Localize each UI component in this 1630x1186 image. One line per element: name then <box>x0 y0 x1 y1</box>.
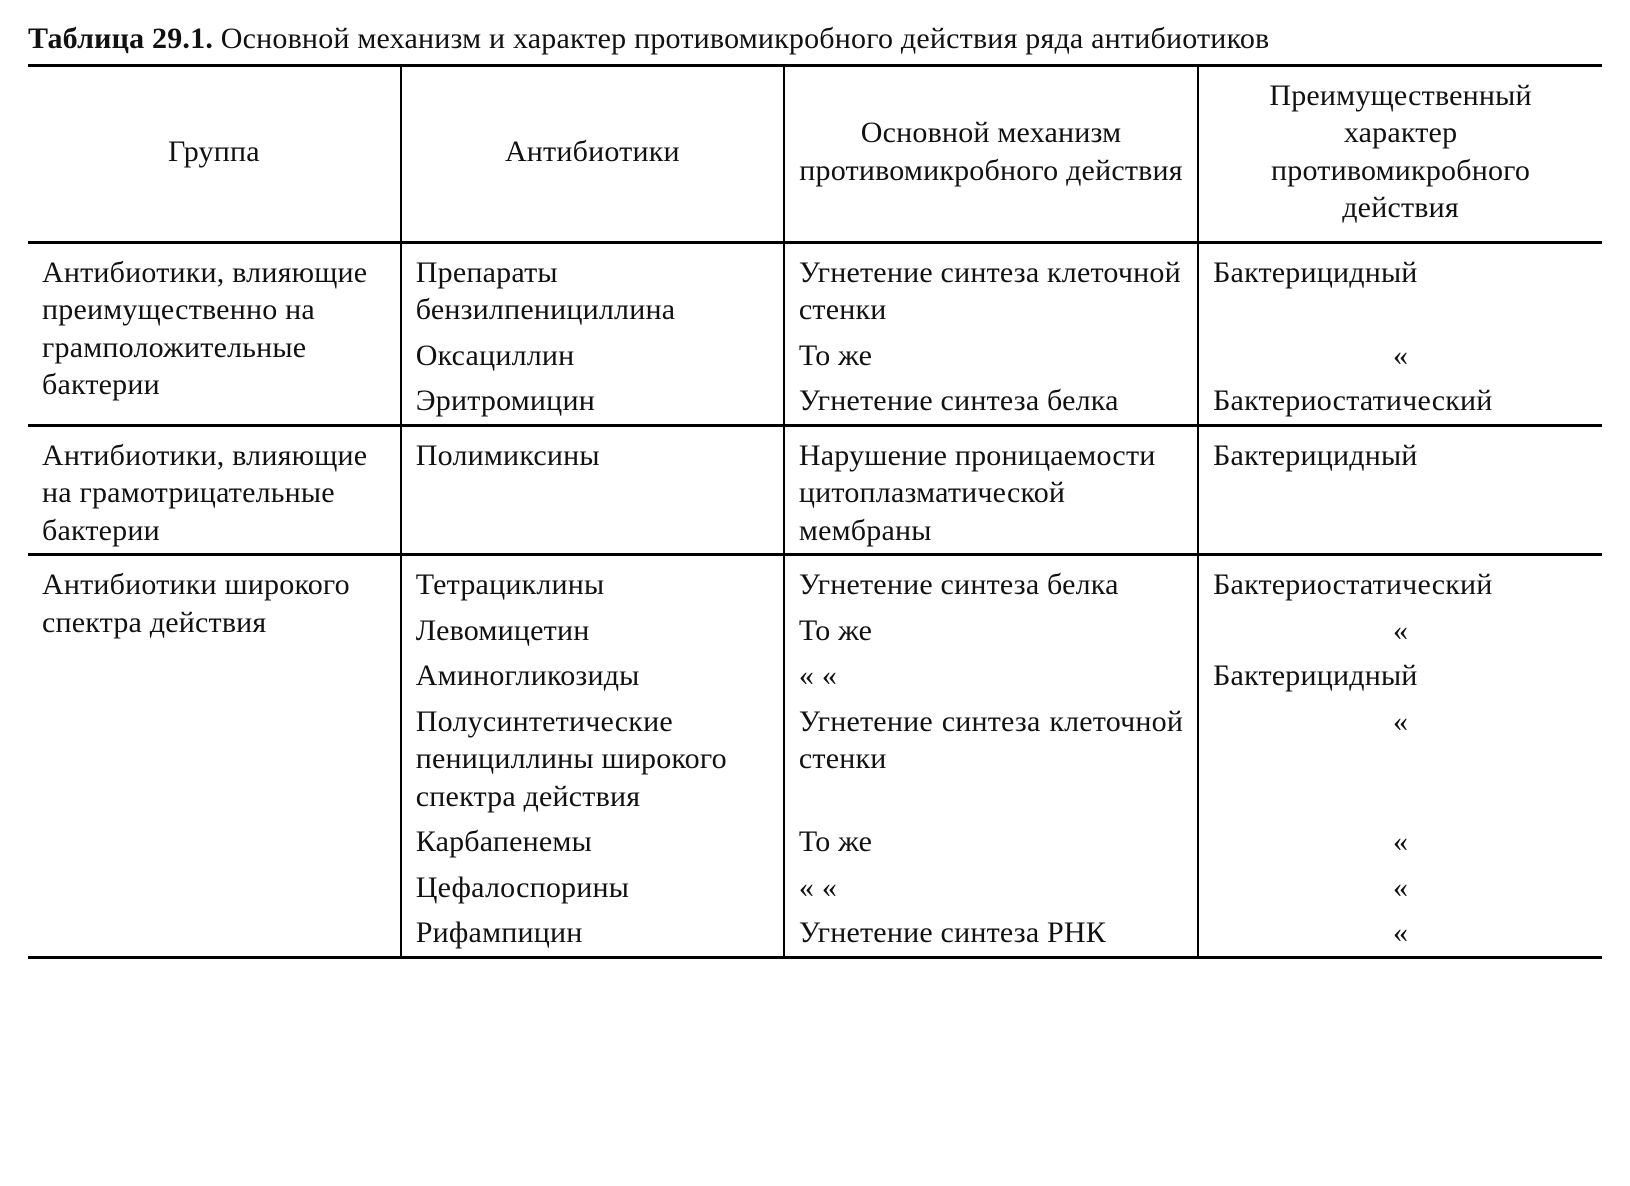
drug-cell: Аминогликозиды <box>401 653 784 699</box>
mechanism-cell: Угнетение синтеза белка <box>784 378 1198 425</box>
drug-cell: Эритромицин <box>401 378 784 425</box>
character-cell: Бактерицидный <box>1198 427 1602 555</box>
drug-cell: Полимиксины <box>401 427 784 555</box>
drug-cell: Рифампицин <box>401 910 784 957</box>
drug-cell: Тетрациклины <box>401 556 784 608</box>
mechanism-cell: Угнетение синтеза белка <box>784 556 1198 608</box>
mechanism-cell: Угнетение синтеза РНК <box>784 910 1198 957</box>
character-cell: « <box>1198 333 1602 379</box>
character-cell: « <box>1198 819 1602 865</box>
table-header-row: Группа Антибиотики Основной механизм про… <box>28 67 1602 243</box>
caption-text: Основной механизм и характер противомикр… <box>221 22 1270 55</box>
caption-label: Таблица 29.1. <box>28 22 213 55</box>
character-cell: « <box>1198 910 1602 957</box>
character-cell: « <box>1198 699 1602 820</box>
mechanism-cell: « « <box>784 865 1198 911</box>
character-cell: « <box>1198 865 1602 911</box>
group-cell: Антибиотики, влияющие на грамотрицательн… <box>28 427 401 555</box>
col-header-mechanism: Основной механизм противомикробного дейс… <box>784 67 1198 243</box>
drug-cell: Оксациллин <box>401 333 784 379</box>
mechanism-cell: Угнетение синтеза клеточной стенки <box>784 699 1198 820</box>
drug-cell: Препараты бензилпенициллина <box>401 244 784 333</box>
mechanism-cell: « « <box>784 653 1198 699</box>
drug-cell: Карбапенемы <box>401 819 784 865</box>
character-cell: Бактериостатический <box>1198 556 1602 608</box>
character-cell: « <box>1198 608 1602 654</box>
mechanism-cell: Нарушение проницаемости цитоплазматическ… <box>784 427 1198 555</box>
group-cell: Антибиотики широкого спектра действия <box>28 556 401 957</box>
antibiotics-table: Группа Антибиотики Основной механизм про… <box>28 64 1602 959</box>
mechanism-cell: То же <box>784 819 1198 865</box>
mechanism-cell: То же <box>784 608 1198 654</box>
table-row: Антибиотики, влияющие на грамотрицательн… <box>28 427 1602 555</box>
page: Таблица 29.1. Основной механизм и характ… <box>0 0 1630 1186</box>
mechanism-cell: То же <box>784 333 1198 379</box>
drug-cell: Цефалоспорины <box>401 865 784 911</box>
group-cell: Антибиотики, влияющие преимущественно на… <box>28 244 401 426</box>
table-row: Антибиотики, влияющие преимущественно на… <box>28 244 1602 333</box>
drug-cell: Полусинтетические пенициллины широкого с… <box>401 699 784 820</box>
character-cell: Бактериостатический <box>1198 378 1602 425</box>
drug-cell: Левомицетин <box>401 608 784 654</box>
character-cell: Бактерицидный <box>1198 244 1602 333</box>
table-caption: Таблица 29.1. Основной механизм и характ… <box>28 20 1602 58</box>
col-header-group: Группа <box>28 67 401 243</box>
mechanism-cell: Угнетение синтеза клеточной стенки <box>784 244 1198 333</box>
col-header-character: Преимущественный характер противомикробн… <box>1198 67 1602 243</box>
character-cell: Бактерицидный <box>1198 653 1602 699</box>
col-header-drug: Антибиотики <box>401 67 784 243</box>
table-row: Антибиотики широкого спектра действия Те… <box>28 556 1602 608</box>
